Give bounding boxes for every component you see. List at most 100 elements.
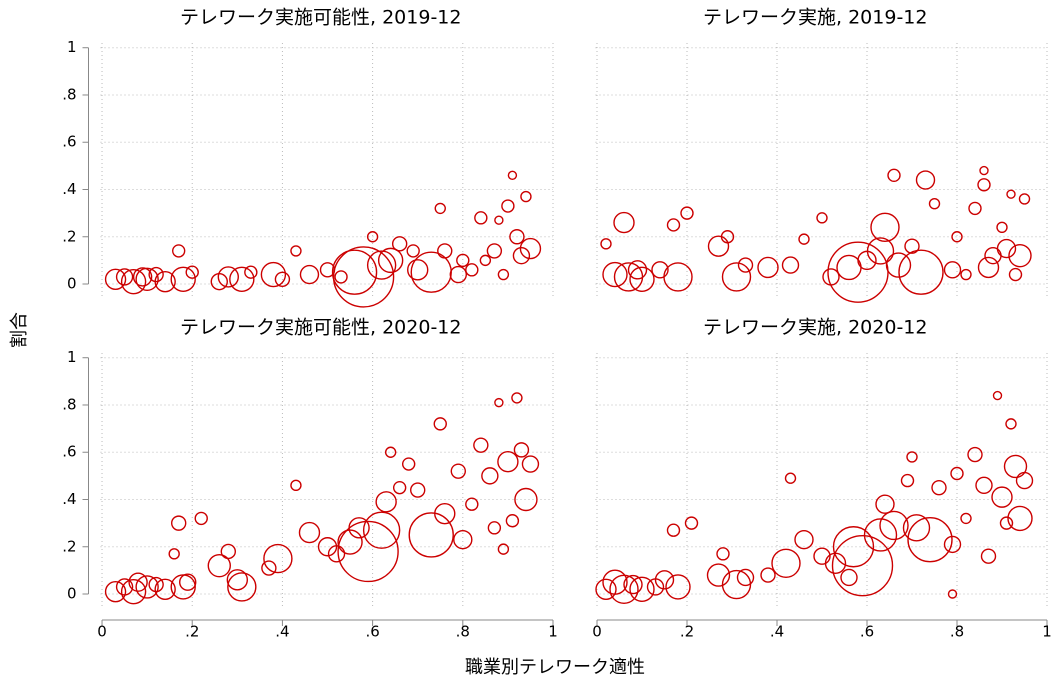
bubble <box>220 543 237 560</box>
bubble <box>613 211 635 234</box>
bubble <box>904 238 920 254</box>
bubble <box>362 511 401 549</box>
bubble <box>434 202 446 215</box>
bubble <box>375 491 397 513</box>
bubble <box>629 576 655 602</box>
bubble <box>261 560 277 576</box>
bubble <box>401 457 416 471</box>
x-tick-label: .8 <box>950 623 964 641</box>
x-tick-label: .6 <box>860 623 874 641</box>
bubble <box>327 545 346 563</box>
bubble <box>148 266 164 283</box>
bubble <box>684 516 699 530</box>
bubble <box>898 249 944 295</box>
bubble <box>217 266 240 288</box>
bubble <box>907 516 953 563</box>
bubble <box>870 212 900 243</box>
bubble <box>486 243 503 259</box>
bubble <box>481 467 499 485</box>
bubble <box>665 574 691 600</box>
bubble <box>680 206 694 220</box>
bubble <box>943 261 962 279</box>
bubble <box>928 197 941 210</box>
bubble <box>501 199 515 213</box>
bubble <box>1006 189 1016 199</box>
bubble <box>784 472 797 484</box>
bubble <box>984 246 1002 265</box>
bubble <box>456 253 470 268</box>
bubble <box>449 265 467 284</box>
bubble <box>1008 267 1023 282</box>
y-tick-label: .2 <box>62 537 76 555</box>
bubble <box>595 578 617 600</box>
panel: テレワーク実施可能性, 2020-12 0 .2 .4 .6 .8 1 0 .2 .4 .6 .8 1 <box>62 317 558 641</box>
bubble <box>434 502 456 525</box>
y-tick-label: 0 <box>67 275 77 293</box>
bubble <box>831 534 894 597</box>
bubble <box>511 392 523 404</box>
bubble <box>494 397 504 408</box>
bubble <box>391 236 408 252</box>
bubble <box>902 514 931 542</box>
bubble <box>497 268 510 281</box>
bubble <box>274 271 291 287</box>
bubble <box>900 473 915 488</box>
bubble <box>794 529 814 550</box>
bubble <box>437 243 453 259</box>
bubble <box>996 221 1008 234</box>
bubble <box>760 567 776 583</box>
bubble <box>736 568 755 587</box>
y-tick-label: .4 <box>62 490 76 508</box>
bubble <box>450 463 466 479</box>
bubble <box>260 261 287 288</box>
bubble <box>771 548 801 578</box>
y-tick-label: .6 <box>62 133 76 151</box>
bubble <box>384 446 397 458</box>
bubble <box>104 580 127 603</box>
bubble <box>154 270 176 293</box>
bubble <box>290 479 302 492</box>
panel-title: テレワーク実施可能性, 2019-12 <box>180 7 461 29</box>
x-tick-label: .4 <box>770 623 784 641</box>
y-tick-label: 1 <box>67 38 77 56</box>
y-tick-label: 1 <box>67 348 77 366</box>
bubble <box>666 523 681 537</box>
bubble <box>520 190 532 203</box>
x-tick-label: 1 <box>1042 623 1052 641</box>
bubble <box>115 578 134 596</box>
bubble <box>407 259 429 281</box>
bubble <box>513 442 530 458</box>
bubble <box>433 417 447 431</box>
bubble <box>135 267 159 291</box>
bubble <box>115 268 134 286</box>
bubble <box>170 515 187 531</box>
bubble <box>406 244 420 258</box>
bubble <box>840 568 858 587</box>
panel: テレワーク実施, 2019-12 <box>595 7 1048 303</box>
bubble <box>887 168 901 183</box>
bubble <box>408 512 454 558</box>
bubble <box>996 238 1017 259</box>
bubble <box>497 450 519 473</box>
bubble <box>623 574 643 595</box>
bubble <box>721 262 752 292</box>
x-tick-label: .6 <box>365 623 379 641</box>
panel-title: テレワーク実施可能性, 2020-12 <box>180 317 461 339</box>
bubble <box>977 256 1000 279</box>
bubble <box>474 211 488 225</box>
x-axis-label: 職業別テレワーク適性 <box>465 657 645 678</box>
bubble <box>494 215 504 225</box>
bubble <box>194 511 208 526</box>
bubble <box>170 266 196 292</box>
panel: テレワーク実施可能性, 2019-12 0 .2 .4 .6 .8 1 <box>62 7 554 308</box>
bubble <box>875 494 895 514</box>
bubble <box>663 262 693 292</box>
bubble <box>135 575 159 599</box>
bubble <box>410 482 426 498</box>
y-tick-label: .6 <box>62 443 76 461</box>
bubble <box>602 261 628 288</box>
bubble <box>906 451 918 463</box>
bubble <box>104 268 127 290</box>
bubble <box>707 235 730 257</box>
bubble <box>179 573 197 591</box>
